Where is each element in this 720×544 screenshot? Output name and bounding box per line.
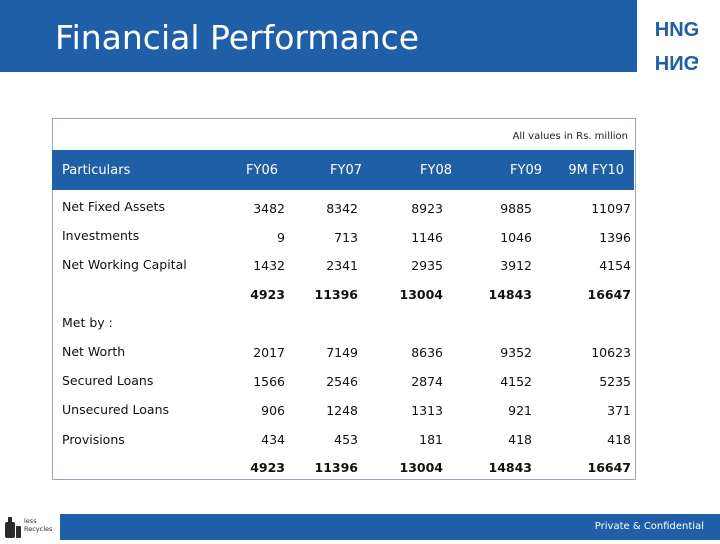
subtotal-cell: 4923 bbox=[250, 287, 285, 302]
subtotal-cell: 11396 bbox=[314, 287, 359, 302]
table-cell: 10623 bbox=[591, 345, 631, 360]
table-cell: 418 bbox=[607, 432, 631, 447]
hng-logo-icon: HNG HNG bbox=[655, 19, 699, 72]
table-cell: 2546 bbox=[326, 374, 358, 389]
table-cell: 2341 bbox=[326, 258, 358, 273]
row-label: Provisions bbox=[62, 432, 125, 447]
table-cell: 8636 bbox=[411, 345, 443, 360]
table-header-row bbox=[52, 150, 634, 190]
column-header-fy08: FY08 bbox=[420, 163, 452, 178]
column-header-fy09: FY09 bbox=[510, 163, 542, 178]
row-label: Investments bbox=[62, 228, 140, 243]
table-cell: 921 bbox=[508, 403, 532, 418]
total-cell: 13004 bbox=[399, 460, 444, 475]
table-cell: 8923 bbox=[411, 201, 443, 216]
recycle-logo-line2: Recycles bbox=[24, 525, 53, 533]
table-cell: 7149 bbox=[326, 345, 358, 360]
row-label: Net Fixed Assets bbox=[62, 199, 165, 214]
subtotal-cell: 14843 bbox=[488, 287, 533, 302]
table-cell: 5235 bbox=[599, 374, 631, 389]
row-label: Net Worth bbox=[62, 344, 126, 359]
table-frame bbox=[52, 118, 636, 480]
column-header-particulars: Particulars bbox=[62, 163, 131, 178]
table-cell: 4152 bbox=[500, 374, 532, 389]
table-cell: 453 bbox=[334, 432, 358, 447]
page-title: Financial Performance bbox=[55, 18, 420, 57]
table-cell: 1566 bbox=[253, 374, 285, 389]
unit-note: All values in Rs. million bbox=[512, 131, 628, 142]
column-header-fy06: FY06 bbox=[246, 163, 278, 178]
table-cell: 906 bbox=[261, 403, 285, 418]
logo-text-top: HNG bbox=[655, 19, 699, 41]
footer-confidential-text: Private & Confidential bbox=[594, 521, 704, 532]
table-cell: 11097 bbox=[591, 201, 631, 216]
column-header-9m-fy10: 9M FY10 bbox=[568, 163, 624, 178]
table-cell: 1313 bbox=[411, 403, 443, 418]
table-cell: 8342 bbox=[326, 201, 358, 216]
recycle-logo-line1: less bbox=[24, 517, 37, 525]
table-cell: 2874 bbox=[411, 374, 443, 389]
row-label: Net Working Capital bbox=[62, 257, 187, 272]
table-cell: 434 bbox=[261, 432, 285, 447]
table-cell: 1146 bbox=[411, 230, 443, 245]
table-cell: 181 bbox=[419, 432, 443, 447]
section-label-met-by: Met by : bbox=[62, 315, 113, 330]
table-cell: 1046 bbox=[500, 230, 532, 245]
table-cell: 4154 bbox=[599, 258, 631, 273]
table-cell: 2935 bbox=[411, 258, 443, 273]
table-cell: 1248 bbox=[326, 403, 358, 418]
subtotal-cell: 16647 bbox=[587, 287, 632, 302]
footer-bar bbox=[60, 514, 720, 540]
table-cell: 371 bbox=[607, 403, 631, 418]
table-cell: 3912 bbox=[500, 258, 532, 273]
table-cell: 713 bbox=[334, 230, 358, 245]
column-header-fy07: FY07 bbox=[330, 163, 362, 178]
recycle-logo-text: less Recycles bbox=[24, 517, 52, 533]
table-cell: 9352 bbox=[500, 345, 532, 360]
total-cell: 11396 bbox=[314, 460, 359, 475]
table-cell: 1432 bbox=[253, 258, 285, 273]
recycle-logo bbox=[0, 514, 60, 540]
table-cell: 418 bbox=[508, 432, 532, 447]
company-logo: HNG HNG bbox=[637, 0, 720, 72]
glass-bottle-icon bbox=[5, 517, 21, 538]
total-cell: 16647 bbox=[587, 460, 632, 475]
total-cell: 14843 bbox=[488, 460, 533, 475]
header-bar bbox=[0, 0, 637, 72]
table-cell: 9 bbox=[277, 230, 285, 245]
subtotal-cell: 13004 bbox=[399, 287, 444, 302]
logo-text-bottom: HNG bbox=[655, 51, 699, 72]
table-cell: 2017 bbox=[253, 345, 285, 360]
table-cell: 1396 bbox=[599, 230, 631, 245]
row-label: Secured Loans bbox=[62, 373, 154, 388]
total-cell: 4923 bbox=[250, 460, 285, 475]
table-cell: 9885 bbox=[500, 201, 532, 216]
row-label: Unsecured Loans bbox=[62, 402, 170, 417]
table-cell: 3482 bbox=[253, 201, 285, 216]
